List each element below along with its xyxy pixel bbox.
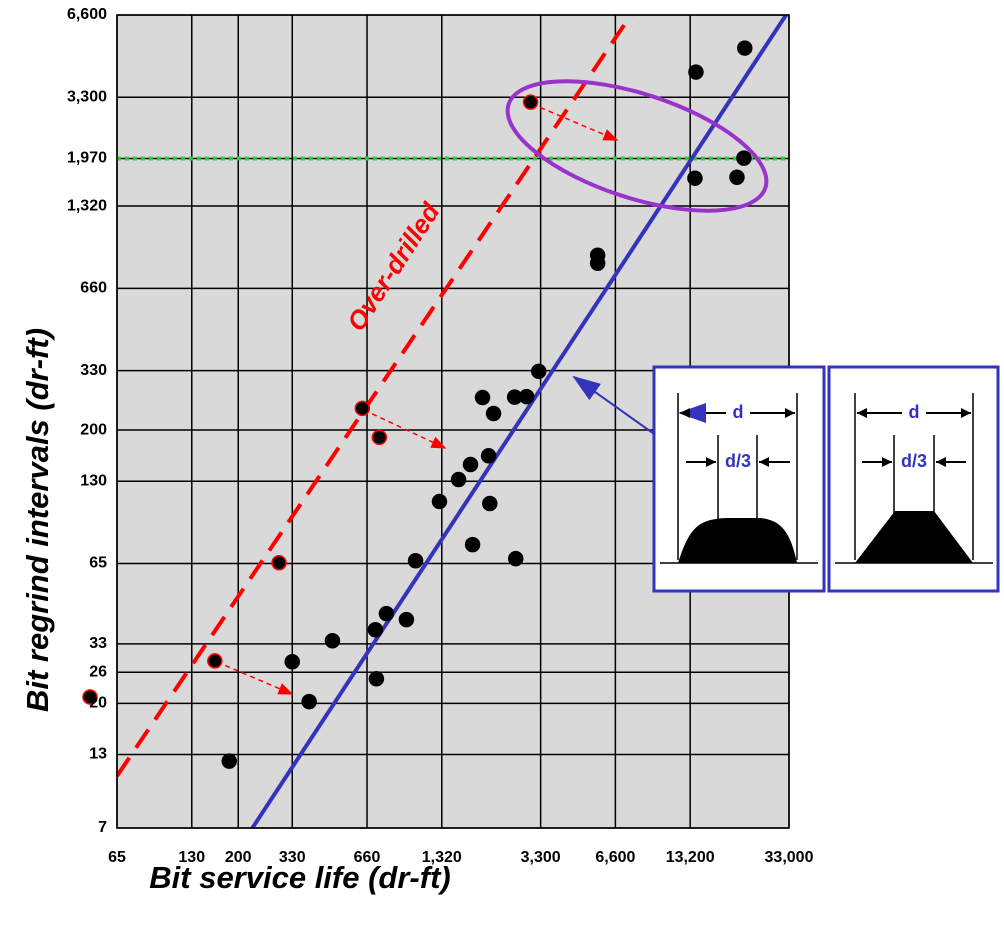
bit-profile (855, 511, 973, 563)
bit-profile (678, 518, 797, 563)
x-tick-label: 1,320 (422, 849, 462, 866)
inset-label: d (733, 402, 744, 422)
highlight-ellipse (505, 79, 769, 213)
data-point (207, 653, 223, 669)
x-tick-label: 65 (108, 849, 126, 866)
data-point (221, 753, 237, 769)
y-tick-label: 1,970 (67, 150, 107, 167)
x-tick-label: 330 (279, 849, 306, 866)
data-point (431, 493, 448, 510)
x-tick-label: 200 (225, 849, 252, 866)
y-tick-label: 200 (80, 421, 107, 438)
x-tick-label: 130 (178, 849, 205, 866)
data-point (482, 495, 498, 512)
trend-line (250, 15, 788, 828)
data-point (530, 363, 547, 380)
annotation-arrows (216, 103, 619, 695)
data-point (729, 169, 745, 185)
data-point (284, 654, 301, 670)
data-point (522, 94, 539, 110)
data-point (378, 605, 395, 622)
data-point (407, 553, 424, 569)
data-point (480, 448, 497, 464)
data-point (354, 400, 371, 417)
data-point (737, 40, 753, 56)
points (82, 40, 753, 769)
data-point (474, 389, 491, 406)
data-point (589, 255, 606, 272)
lines (117, 15, 789, 828)
y-tick-label: 330 (80, 362, 107, 379)
y-tick-label: 33 (89, 635, 107, 652)
inset-label: d/3 (725, 451, 751, 471)
inset-label: d/3 (901, 451, 927, 471)
y-tick-label: 660 (80, 280, 107, 297)
y-tick-label: 65 (89, 555, 107, 572)
inset: d d/3 (827, 365, 1000, 593)
data-point (450, 471, 467, 488)
data-point (398, 611, 415, 628)
y-tick-label: 13 (89, 746, 107, 763)
y-tick-label: 3,300 (67, 88, 107, 105)
data-point (324, 632, 341, 649)
data-point (82, 689, 98, 705)
x-tick-label: 660 (354, 849, 381, 866)
y-tick-label: 1,320 (67, 197, 107, 214)
y-tick-label: 20 (89, 695, 107, 712)
data-point (301, 693, 317, 710)
inset: d d/3 (652, 365, 826, 593)
x-tick-label: 3,300 (521, 849, 561, 866)
y-tick-label: 7 (98, 819, 107, 836)
data-point (687, 170, 703, 186)
data-point (485, 405, 502, 422)
data-point (271, 554, 287, 571)
inset-label: d (909, 402, 920, 422)
arrow (572, 375, 665, 442)
y-tick-label: 6,600 (67, 6, 107, 23)
data-point (367, 621, 384, 638)
arrow (363, 409, 447, 449)
x-axis-title: Bit service life (dr-ft) (149, 860, 450, 895)
y-axis-title: Bit regrind intervals (dr-ft) (20, 328, 55, 712)
x-tick-label: 33,000 (765, 849, 814, 866)
x-tick-label: 6,600 (595, 849, 635, 866)
data-point (464, 536, 481, 553)
trend-line (117, 15, 633, 778)
x-tick-label: 13,200 (666, 849, 715, 866)
arrow (531, 103, 619, 141)
data-point (368, 671, 385, 687)
y-tick-label: 26 (89, 663, 107, 680)
arrow (216, 661, 294, 695)
y-tick-label: 130 (80, 472, 107, 489)
data-point (688, 64, 704, 80)
data-point (462, 456, 479, 473)
data-point (507, 550, 524, 567)
data-point (518, 388, 535, 405)
data-point (736, 150, 752, 166)
data-point (371, 429, 388, 446)
